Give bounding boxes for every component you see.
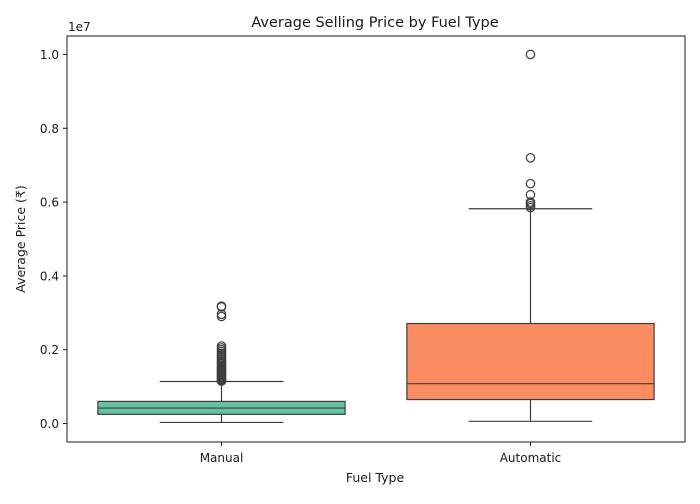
outlier-automatic-5 bbox=[525, 178, 536, 189]
plot-layer bbox=[97, 49, 655, 424]
box-automatic bbox=[406, 322, 655, 401]
axis-layer: 0.0 0.2 0.4 0.6 0.8 1.0 Manual Automatic bbox=[40, 35, 686, 465]
box-group-manual bbox=[97, 301, 346, 424]
x-tick-label-manual: Manual bbox=[200, 451, 244, 465]
outlier-manual-29 bbox=[216, 301, 227, 311]
y-tick-label-3: 0.6 bbox=[40, 196, 59, 210]
chart-title: Average Selling Price by Fuel Type bbox=[251, 15, 498, 31]
outlier-automatic-6 bbox=[525, 153, 536, 163]
y-tick-label-4: 0.8 bbox=[40, 122, 59, 136]
y-axis-label: Average Price (₹) bbox=[13, 185, 28, 292]
outlier-automatic-3 bbox=[525, 197, 536, 207]
outlier-automatic-4 bbox=[525, 189, 536, 200]
y-tick-label-0: 0.0 bbox=[40, 417, 59, 431]
outlier-manual-25 bbox=[216, 341, 227, 351]
y-axis-offset-label: 1e7 bbox=[68, 20, 91, 34]
y-tick-label-2: 0.4 bbox=[40, 269, 59, 283]
outlier-automatic-7 bbox=[525, 49, 536, 60]
y-tick-label-5: 1.0 bbox=[40, 48, 59, 62]
box-group-automatic bbox=[406, 49, 655, 422]
y-tick-label-1: 0.2 bbox=[40, 343, 59, 357]
x-tick-label-automatic: Automatic bbox=[500, 451, 562, 465]
x-axis-label: Fuel Type bbox=[346, 470, 405, 485]
plot-frame bbox=[66, 35, 686, 443]
